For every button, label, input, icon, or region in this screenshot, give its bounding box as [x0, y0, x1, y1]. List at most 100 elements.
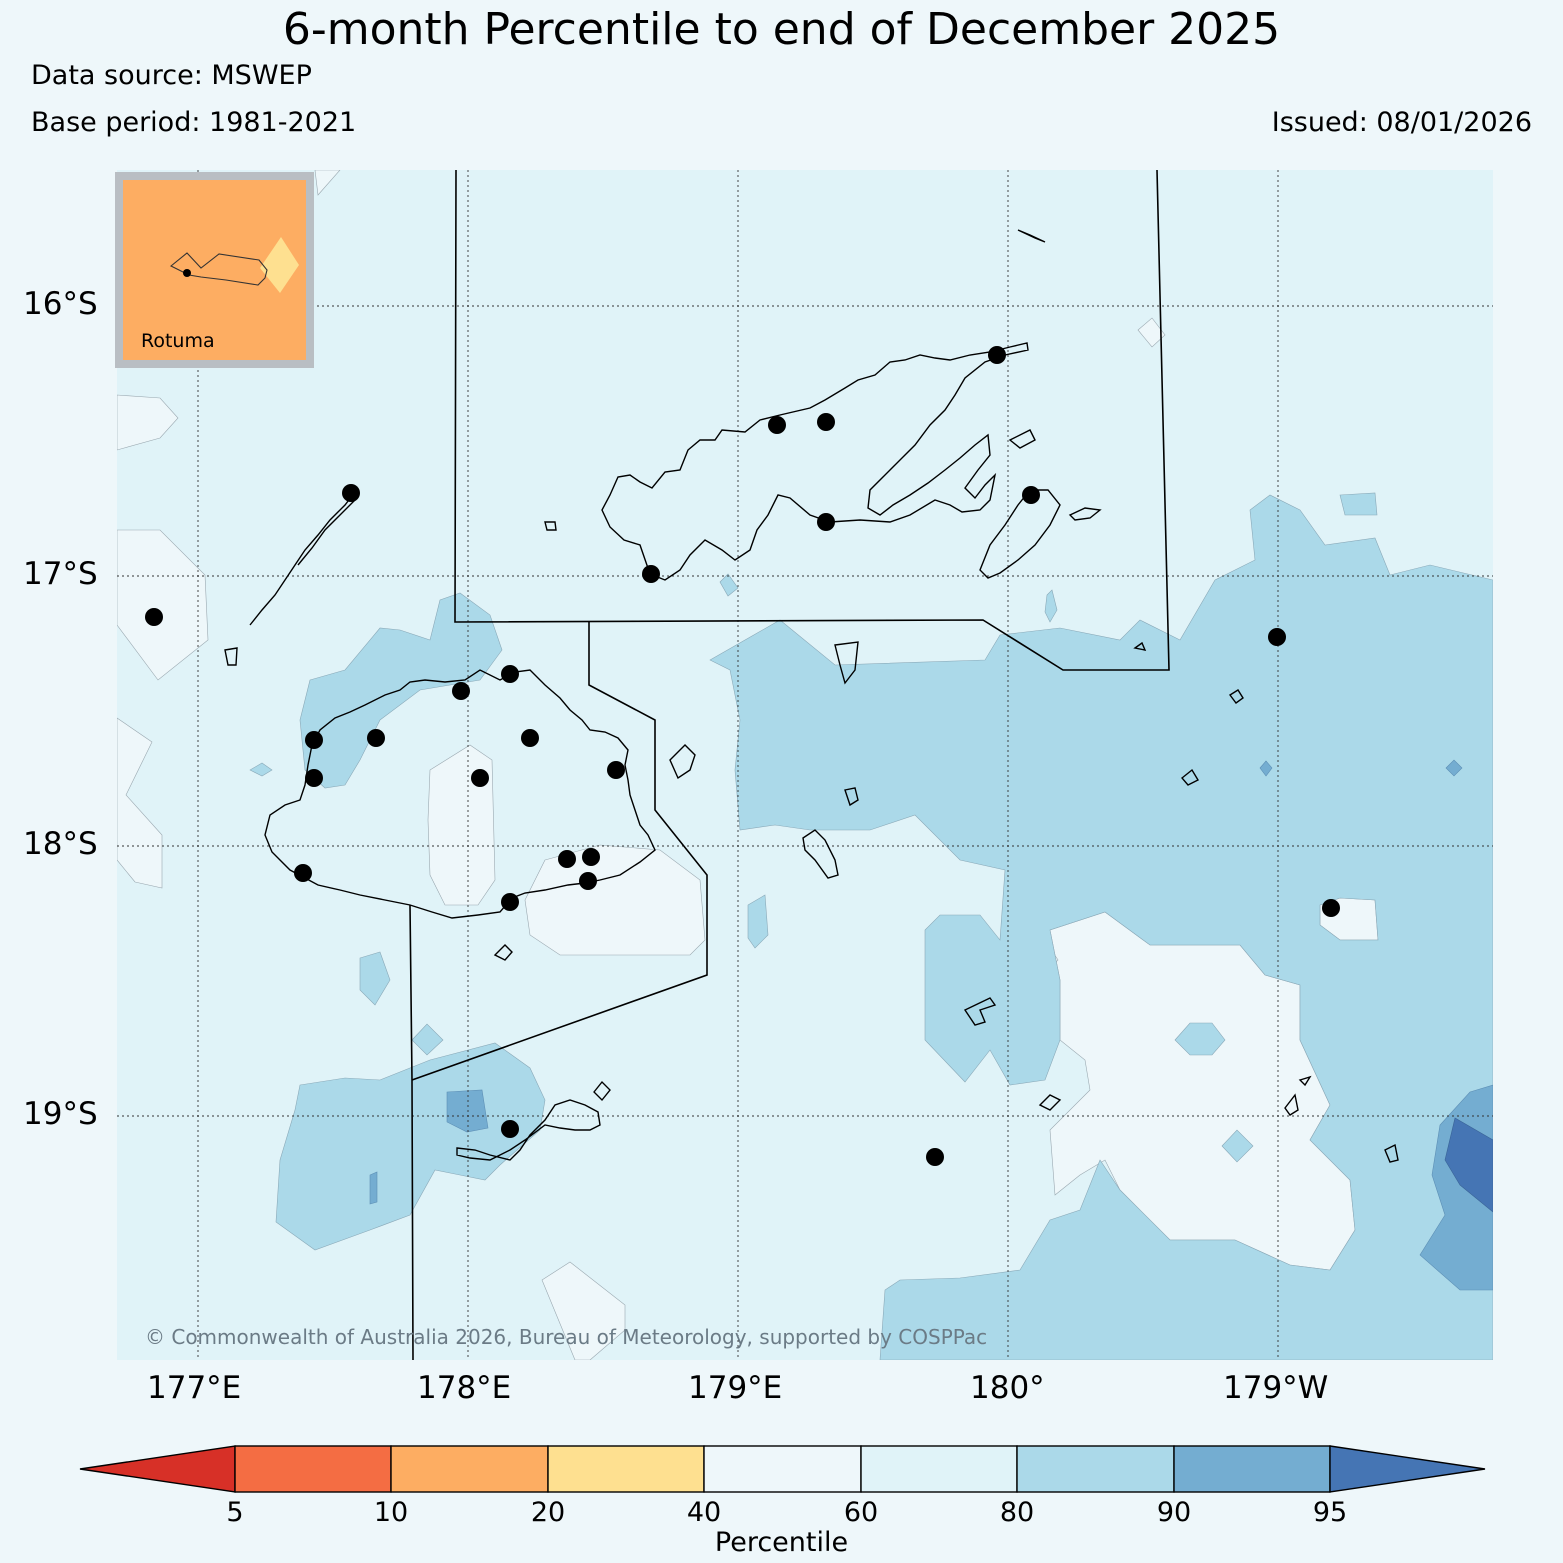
rotuma-island-map [169, 237, 299, 293]
region-80-90-patch-ne2 [1044, 589, 1058, 623]
colorbar [79, 1445, 1486, 1493]
island-small-3 [1284, 1093, 1299, 1116]
region-80-90-patch-yasawa [249, 762, 273, 777]
region-80-90-east [709, 494, 1493, 1360]
region-40-60-south [541, 1261, 626, 1360]
island-small-13 [1068, 507, 1102, 521]
station-marker [988, 346, 1006, 364]
lakeba-coast [963, 997, 997, 1026]
station-marker [521, 729, 539, 747]
taveuni-coast [979, 489, 1061, 579]
data-source-text: Data source: MSWEP [31, 60, 312, 91]
island-small-14 [1008, 429, 1036, 449]
region-40-60-top-left [314, 170, 341, 196]
lon-label-179w: 179°W [1223, 1370, 1329, 1406]
lat-label-17s: 17°S [23, 556, 98, 592]
colorbar-tick-20: 20 [530, 1497, 566, 1528]
colorbar-swatch-lt5 [79, 1445, 236, 1493]
colorbar-tick-90: 90 [1156, 1497, 1192, 1528]
colorbar-swatch-10-20 [390, 1445, 549, 1493]
vanua-levu-coast [601, 342, 1029, 581]
station-marker [817, 513, 835, 531]
station-marker [501, 1120, 519, 1138]
base-period-text: Base period: 1981-2021 [31, 107, 357, 138]
map-title: 6-month Percentile to end of December 20… [282, 4, 1281, 55]
colorbar-swatch-20-40 [547, 1445, 705, 1493]
island-small-6 [844, 787, 859, 807]
station-marker [558, 850, 576, 868]
region-90-95-strip [369, 1171, 378, 1205]
rotuma-station-marker [183, 269, 191, 277]
colorbar-tick-95: 95 [1312, 1497, 1348, 1528]
island-small-10 [1228, 689, 1244, 704]
station-marker [294, 864, 312, 882]
station-marker [305, 731, 323, 749]
lon-label-177e: 177°E [147, 1370, 242, 1406]
station-marker [305, 769, 323, 787]
region-90-95-kadavu [446, 1089, 489, 1133]
station-marker [582, 848, 600, 866]
colorbar-swatch-60-80 [860, 1445, 1018, 1493]
gau-coast [802, 829, 839, 879]
region-40-60-top-right [1137, 317, 1166, 348]
issued-date-text: Issued: 08/01/2026 [1271, 107, 1532, 138]
region-40-60-west [117, 529, 209, 681]
colorbar-swatch-80-90 [1016, 1445, 1175, 1493]
island-small-12 [1384, 1143, 1399, 1163]
kadavu-coast [456, 1099, 601, 1161]
island-small-1 [669, 744, 696, 780]
region-40-60-sw [117, 717, 163, 889]
lon-label-179e: 179°E [688, 1370, 783, 1406]
station-marker [501, 893, 519, 911]
region-90-95-patch-lau2 [1445, 759, 1463, 777]
rotuma-coastline [169, 252, 268, 286]
colorbar-tick-5: 5 [226, 1497, 244, 1528]
station-marker [471, 769, 489, 787]
island-small-15 [224, 647, 238, 666]
island-small-8 [593, 1080, 611, 1102]
yasawa-coast [249, 491, 356, 626]
region-95-plus [1444, 1117, 1493, 1213]
island-small-5 [1298, 1075, 1312, 1087]
rotuma-inset: Rotuma [115, 172, 314, 368]
station-marker [926, 1148, 944, 1166]
region-40-60 [117, 170, 1464, 1360]
region-80-90-vitilevu-north [299, 592, 503, 789]
graticule [117, 170, 1493, 1360]
station-marker [817, 413, 835, 431]
station-marker [452, 682, 470, 700]
station-marker [768, 416, 786, 434]
island-small-7 [493, 944, 513, 961]
station-marker [145, 608, 163, 626]
colorbar-swatch-90-95 [1173, 1445, 1331, 1493]
station-marker [342, 484, 360, 502]
colorbar-tick-10: 10 [373, 1497, 409, 1528]
coastlines [224, 229, 1399, 1163]
station-marker [501, 665, 519, 683]
colorbar-swatch-40-60 [703, 1445, 862, 1493]
rotuma-light-region [260, 237, 299, 293]
viti-levu-coast [264, 669, 656, 919]
region-80-90-patch-c [747, 894, 769, 949]
region-90-95-patch-lau [1259, 760, 1273, 777]
koro-coast [834, 641, 859, 685]
lon-label-180: 180° [970, 1370, 1045, 1406]
lon-label-178e: 178°E [417, 1370, 512, 1406]
island-small-2 [1180, 768, 1199, 786]
colorbar-tick-60: 60 [843, 1497, 879, 1528]
station-marker [579, 872, 597, 890]
region-40-60-south-coast [524, 844, 706, 956]
island-small-4 [1038, 1094, 1062, 1111]
island-small-11 [1017, 229, 1046, 243]
division-boundaries [409, 170, 1170, 1360]
colorbar-swatch-gt95 [1329, 1445, 1486, 1493]
copyright-text: © Commonwealth of Australia 2026, Bureau… [145, 1325, 988, 1349]
station-marker [1268, 628, 1286, 646]
lat-label-18s: 18°S [23, 826, 98, 862]
station-marker [607, 761, 625, 779]
region-80-90-patch-w [411, 1023, 444, 1056]
lat-label-16s: 16°S [23, 286, 98, 322]
region-40-60-vitilevu [427, 744, 496, 906]
region-80-90-patch-n [719, 573, 739, 597]
